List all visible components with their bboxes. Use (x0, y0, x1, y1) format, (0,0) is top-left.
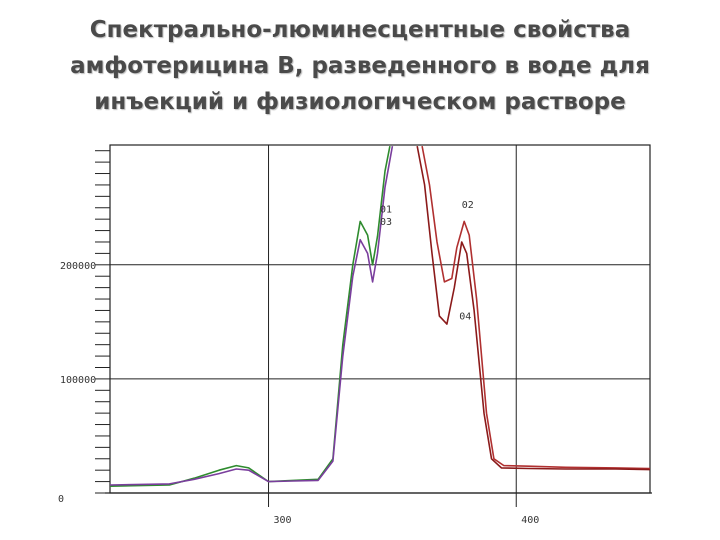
chart-grid (110, 145, 650, 507)
series-label-03: 03 (380, 217, 392, 228)
x-tick-label: 400 (521, 515, 539, 526)
tick-labels: 0 100000 200000 300 400 (58, 261, 539, 526)
series-line-04 (416, 145, 650, 471)
series-label-02: 02 (462, 200, 474, 211)
series-layer (110, 145, 650, 487)
slide-title: Спектрально-люминесцентные свойства амфо… (20, 12, 700, 120)
y-tick-label: 100000 (60, 375, 96, 386)
series-line-02 (421, 145, 650, 470)
title-line-1: Спектрально-люминесцентные свойства (89, 17, 631, 43)
series-annotations: 01 03 02 04 (380, 200, 474, 323)
y-tick-label: 200000 (60, 261, 96, 272)
y-tick-label: 0 (58, 494, 64, 505)
x-tick-label: 300 (274, 515, 292, 526)
title-line-2: амфотерицина В, разведенного в воде для (70, 53, 650, 79)
title-line-3: инъекций и физиологическом растворе (94, 89, 626, 115)
series-label-01: 01 (380, 204, 392, 215)
series-label-04: 04 (459, 312, 471, 323)
y-minor-ticks (95, 150, 110, 494)
series-line-01 (110, 145, 391, 487)
plot-frame (109, 144, 651, 494)
series-line-03 (110, 145, 394, 486)
